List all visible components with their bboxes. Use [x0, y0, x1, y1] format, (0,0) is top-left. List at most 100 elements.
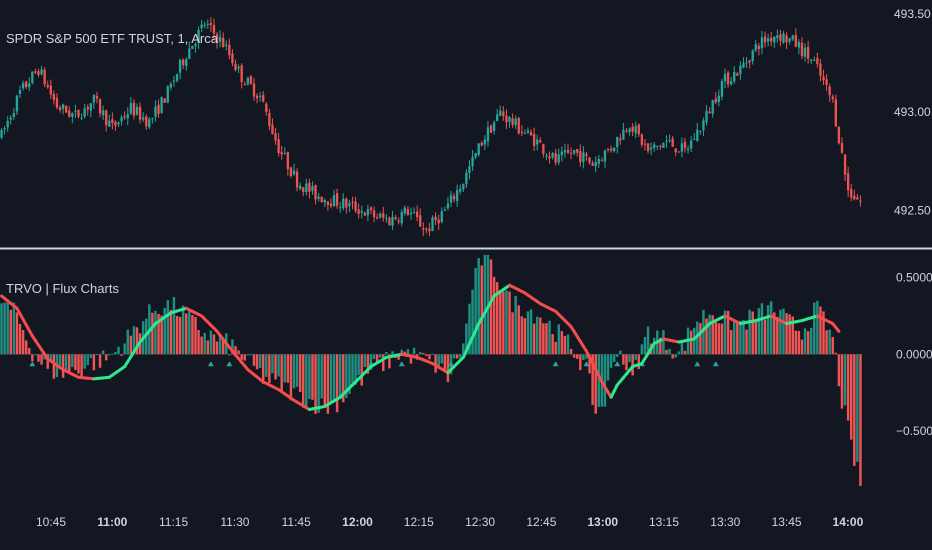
histogram-bar: [662, 330, 665, 355]
signal-line-segment: [834, 325, 841, 333]
histogram-bar: [409, 354, 413, 364]
histogram-bar: [625, 354, 628, 371]
candle-body: [742, 63, 745, 68]
candle-body: [194, 44, 197, 47]
candle-body: [619, 138, 622, 141]
histogram-bar: [699, 323, 702, 355]
histogram-bar: [634, 354, 637, 360]
histogram-bar: [696, 321, 699, 355]
candle-body: [788, 38, 791, 42]
histogram-bar: [517, 305, 520, 355]
histogram-bar: [729, 330, 733, 355]
candle-body: [733, 71, 736, 82]
histogram-bar: [665, 349, 668, 355]
histogram-bar: [809, 328, 813, 355]
histogram-bar: [612, 354, 616, 362]
candle-body: [693, 139, 696, 141]
histogram-bar: [231, 339, 234, 355]
time-axis[interactable]: 10:45 11:00 11:15 11:30 11:45 12:00 12:15 12:30…: [36, 515, 864, 529]
oscillator-tick-label: −0.5000: [896, 424, 932, 438]
histogram-bar: [397, 354, 400, 360]
histogram-bar: [788, 314, 791, 355]
candle-body: [585, 154, 588, 156]
histogram-bar: [563, 336, 567, 355]
histogram-bar: [129, 335, 133, 355]
candle-body: [825, 79, 828, 85]
candle-body: [379, 213, 382, 218]
histogram-bar: [283, 354, 286, 383]
histogram-bar: [856, 354, 859, 462]
candle-body: [668, 140, 671, 142]
candle-body: [271, 124, 274, 135]
candle-body: [440, 211, 443, 223]
candle-body: [705, 110, 708, 123]
candle-body: [856, 197, 859, 200]
candle-body: [240, 65, 243, 83]
oscillator-axis[interactable]: 0.5000 0.0000 −0.5000: [896, 271, 932, 438]
candle-body: [508, 117, 511, 122]
candle-body: [680, 143, 684, 152]
candle-body: [61, 104, 65, 109]
histogram-bar: [111, 353, 114, 355]
histogram-bar: [548, 320, 551, 355]
histogram-bar: [323, 354, 327, 408]
histogram-bar: [582, 354, 585, 361]
histogram-bar: [557, 324, 560, 355]
candle-body: [280, 151, 283, 155]
histogram-bar: [736, 321, 739, 355]
candle-body: [782, 33, 785, 43]
histogram-bar: [769, 301, 773, 355]
candle-body: [502, 111, 505, 117]
candle-body: [551, 153, 554, 158]
candle-body: [268, 112, 271, 126]
price-axis[interactable]: 493.50 493.00 492.50: [894, 7, 931, 218]
candle-body: [554, 152, 557, 163]
histogram-bar: [252, 354, 256, 366]
candle-body: [594, 161, 597, 167]
candle-body: [606, 149, 610, 151]
histogram-bar: [609, 354, 613, 368]
candle-body: [209, 22, 213, 25]
price-pane[interactable]: [0, 17, 862, 237]
candle-body: [117, 122, 120, 125]
candle-body: [34, 71, 37, 73]
candle-body: [579, 151, 582, 163]
histogram-bar: [126, 329, 129, 355]
histogram-bar: [388, 354, 391, 369]
candle-body: [662, 142, 665, 148]
histogram-bar: [317, 354, 320, 413]
histogram-bar: [499, 290, 502, 355]
histogram-bar: [132, 326, 136, 355]
histogram-bar: [523, 318, 527, 355]
oscillator-tick-label: 0.0000: [896, 347, 932, 361]
indicator-label[interactable]: TRVO | Flux Charts: [6, 281, 119, 296]
candle-body: [754, 44, 757, 51]
candle-body: [452, 195, 456, 200]
candle-body: [197, 29, 200, 43]
histogram-bar: [526, 311, 530, 355]
histogram-bar: [160, 315, 163, 355]
histogram-bar: [68, 354, 71, 374]
histogram-bar: [80, 354, 83, 377]
symbol-label[interactable]: SPDR S&P 500 ETF TRUST, 1, Arca: [6, 31, 219, 46]
oscillator-tick-label: 0.5000: [896, 271, 932, 285]
candle-body: [218, 36, 222, 42]
candle-body: [212, 25, 216, 34]
oscillator-pane[interactable]: [0, 254, 862, 486]
candle-body: [714, 98, 717, 103]
histogram-bar: [154, 310, 157, 355]
candle-body: [252, 83, 256, 97]
histogram-bar: [49, 354, 53, 362]
histogram-bar: [560, 331, 564, 355]
candle-body: [283, 153, 286, 155]
candle-body: [92, 94, 96, 103]
histogram-bar: [0, 303, 3, 355]
histogram-bar: [295, 354, 299, 387]
histogram-bar: [733, 319, 736, 355]
histogram-bar: [120, 354, 123, 356]
histogram-bar: [342, 354, 345, 403]
histogram-bar: [776, 316, 779, 355]
candle-body: [846, 173, 850, 191]
histogram-bar: [480, 265, 484, 355]
histogram-bar: [382, 354, 385, 372]
